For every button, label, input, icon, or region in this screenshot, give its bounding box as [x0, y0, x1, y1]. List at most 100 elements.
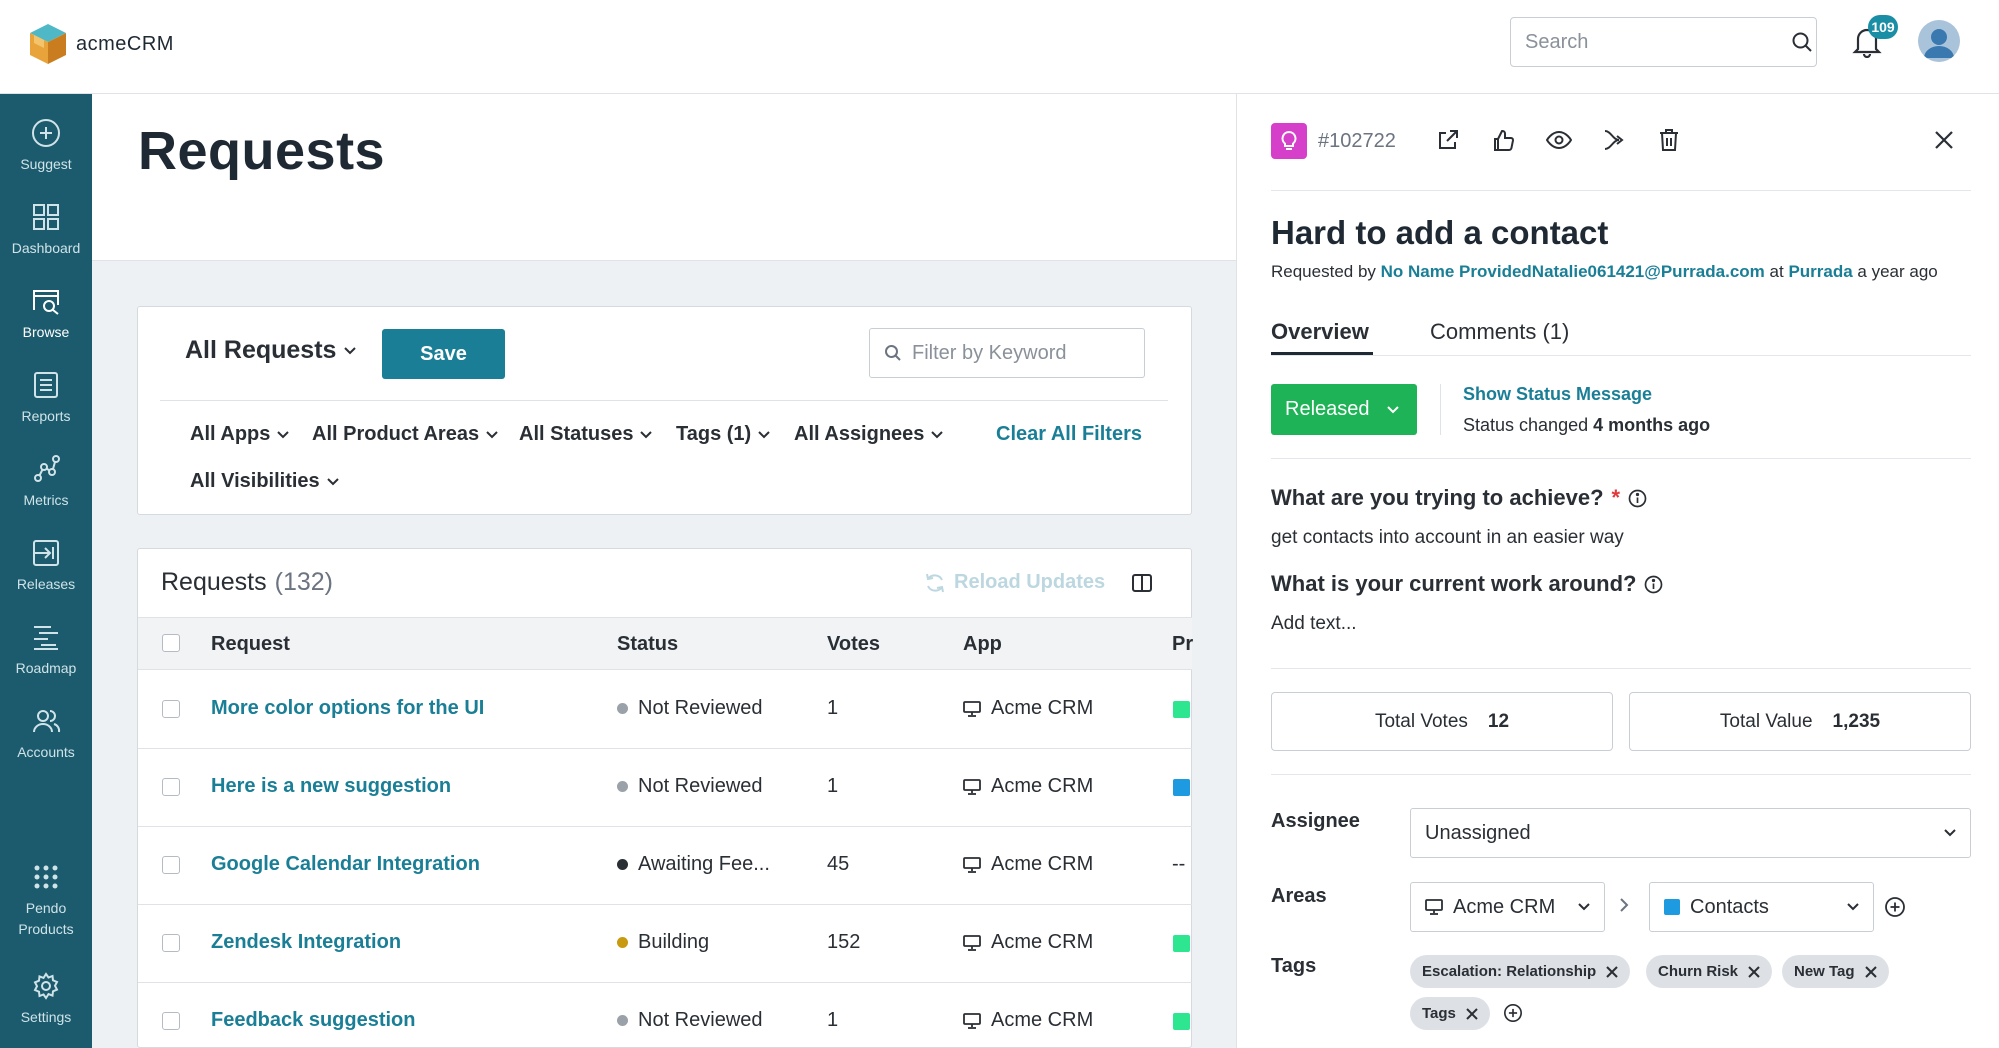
filter-all-apps[interactable]: All Apps: [190, 423, 290, 446]
time-ago: a year ago: [1857, 262, 1938, 281]
table-row[interactable]: [138, 671, 1192, 749]
info-icon[interactable]: [1644, 575, 1663, 594]
status-dot: [617, 937, 628, 948]
row-checkbox[interactable]: [162, 934, 180, 952]
table-row[interactable]: [138, 749, 1192, 827]
request-link[interactable]: Google Calendar Integration: [211, 853, 480, 875]
show-status-message-link[interactable]: Show Status Message: [1463, 384, 1653, 404]
request-link[interactable]: Here is a new suggestion: [211, 775, 452, 797]
filter-all-assignees[interactable]: All Assignees: [794, 423, 944, 446]
status-text: Not Reviewed: [638, 775, 763, 797]
sidebar-item-pendo-products[interactable]: Pendo Products: [0, 864, 92, 940]
search-icon[interactable]: [1790, 30, 1814, 54]
status-dropdown[interactable]: Released: [1271, 384, 1417, 435]
assignee-select[interactable]: Unassigned: [1410, 808, 1971, 858]
sidebar-item-settings[interactable]: Settings: [0, 971, 92, 1028]
tab-overview[interactable]: Overview: [1271, 319, 1369, 344]
column-layout-icon[interactable]: [1131, 572, 1153, 594]
sidebar-item-label: Browse: [22, 324, 70, 340]
global-search-input[interactable]: [1525, 30, 1790, 54]
save-button[interactable]: Save: [382, 329, 505, 379]
question-workaround: What is your current work around?: [1271, 571, 1663, 597]
external-link-icon[interactable]: [1436, 128, 1460, 152]
chevron-down-icon: [1578, 903, 1590, 911]
answer-workaround[interactable]: Add text...: [1271, 613, 1357, 634]
tab-comments[interactable]: Comments (1): [1430, 319, 1570, 344]
select-all-checkbox[interactable]: [162, 634, 180, 652]
row-checkbox[interactable]: [162, 1012, 180, 1030]
reload-updates-button[interactable]: Reload Updates: [924, 571, 1105, 594]
priority-swatch: [1173, 779, 1190, 796]
trash-icon[interactable]: [1658, 128, 1680, 152]
status-cell: Not Reviewed: [617, 775, 763, 798]
info-icon[interactable]: [1628, 489, 1647, 508]
filter-tags[interactable]: Tags (1): [676, 423, 770, 446]
filter-all-product-areas[interactable]: All Product Areas: [312, 423, 498, 446]
row-checkbox[interactable]: [162, 856, 180, 874]
filter-all-statuses[interactable]: All Statuses: [519, 423, 653, 446]
column-header-request[interactable]: Request: [211, 633, 290, 655]
sidebar-item-browse[interactable]: Browse: [0, 286, 92, 343]
tag-label: New Tag: [1794, 963, 1855, 980]
assignee-value: Unassigned: [1425, 821, 1531, 844]
view-selector[interactable]: All Requests: [185, 336, 357, 365]
column-header-app[interactable]: App: [963, 633, 1002, 655]
notification-badge: 109: [1868, 15, 1898, 39]
column-header-status[interactable]: Status: [617, 633, 679, 655]
sidebar-item-metrics[interactable]: Metrics: [0, 454, 92, 511]
request-link[interactable]: More color options for the UI: [211, 697, 485, 719]
eye-icon[interactable]: [1546, 128, 1572, 152]
accounts-icon: [31, 706, 61, 736]
request-link[interactable]: Feedback suggestion: [211, 1009, 416, 1031]
sidebar-item-dashboard[interactable]: Dashboard: [0, 202, 92, 259]
sidebar-item-suggest[interactable]: Suggest: [0, 118, 92, 175]
row-checkbox[interactable]: [162, 778, 180, 796]
merge-icon[interactable]: [1602, 128, 1626, 152]
add-tag-icon[interactable]: [1503, 1003, 1523, 1023]
sidebar-item-releases[interactable]: Releases: [0, 538, 92, 595]
keyword-filter[interactable]: [869, 328, 1177, 378]
tag-chip: Tags: [1410, 997, 1490, 1030]
close-icon[interactable]: [1933, 129, 1955, 151]
remove-tag-icon[interactable]: [1748, 965, 1760, 978]
remove-tag-icon[interactable]: [1606, 965, 1618, 978]
divider: [1440, 384, 1441, 435]
clear-all-filters-link[interactable]: Clear All Filters: [996, 423, 1142, 445]
remove-tag-icon[interactable]: [1864, 965, 1877, 978]
filter-label: All Visibilities: [190, 470, 320, 492]
table-row[interactable]: [138, 905, 1192, 983]
global-search[interactable]: [1510, 17, 1817, 67]
table-header: [138, 617, 1192, 670]
status-text: Building: [638, 931, 710, 953]
sidebar-item-accounts[interactable]: Accounts: [0, 706, 92, 763]
active-tab-indicator: [1271, 352, 1373, 355]
metrics-icon: [31, 454, 61, 484]
sidebar-item-reports[interactable]: Reports: [0, 370, 92, 427]
add-area-icon[interactable]: [1884, 896, 1906, 918]
filter-label: All Assignees: [794, 423, 925, 445]
company-link[interactable]: Purrada: [1788, 262, 1853, 281]
logo[interactable]: acmeCRM: [28, 22, 174, 66]
sidebar-item-label: Metrics: [23, 492, 69, 508]
column-header-priority[interactable]: Pr: [1172, 633, 1194, 655]
area-product-select[interactable]: Contacts: [1649, 882, 1874, 932]
thumbs-up-icon[interactable]: [1491, 128, 1515, 152]
votes-cell: 152: [827, 931, 861, 953]
row-checkbox[interactable]: [162, 700, 180, 718]
remove-tag-icon[interactable]: [1466, 1007, 1478, 1020]
filter-all-visibilities[interactable]: All Visibilities: [190, 470, 339, 493]
avatar[interactable]: [1918, 20, 1960, 62]
chevron-down-icon: [931, 430, 944, 439]
request-link[interactable]: Zendesk Integration: [211, 931, 402, 953]
sidebar-item-roadmap[interactable]: Roadmap: [0, 622, 92, 679]
browse-icon: [31, 286, 61, 316]
grid-icon: [31, 202, 61, 232]
answer-achieve[interactable]: get contacts into account in an easier w…: [1271, 527, 1624, 548]
area-color-swatch: [1664, 899, 1680, 915]
requester-link[interactable]: No Name ProvidedNatalie061421@Purrada.co…: [1380, 262, 1765, 281]
area-app-select[interactable]: Acme CRM: [1410, 882, 1605, 932]
keyword-filter-input[interactable]: [912, 341, 1177, 365]
table-row[interactable]: [138, 827, 1192, 905]
column-header-votes[interactable]: Votes: [827, 633, 880, 655]
status-cell: Awaiting Fee...: [617, 853, 770, 876]
